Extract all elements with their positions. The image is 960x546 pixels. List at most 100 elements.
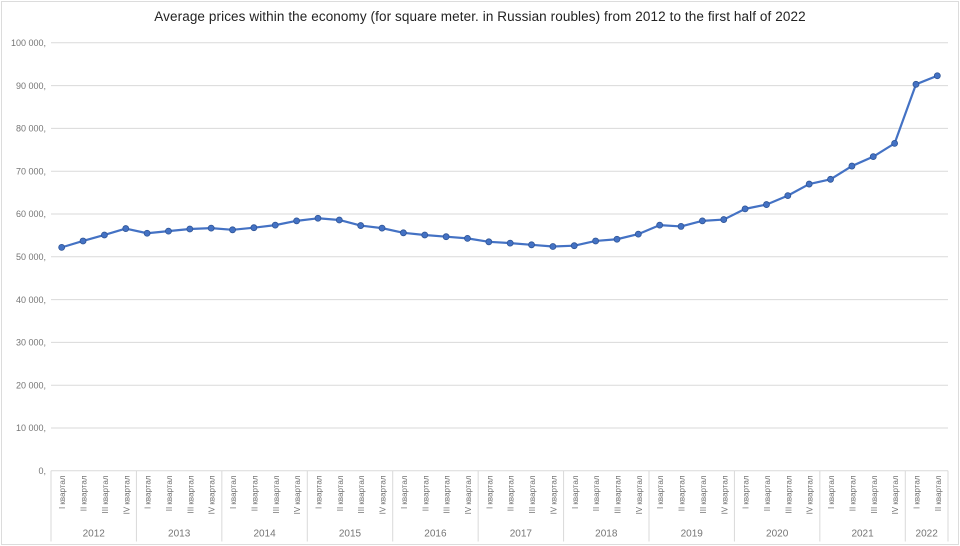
data-point-marker [442, 233, 450, 241]
x-axis-quarter-label: II квартал [507, 475, 516, 511]
x-axis-year-label: 2016 [424, 529, 447, 540]
x-axis-quarter-label: III квартал [443, 475, 452, 513]
x-axis-quarter-label: I квартал [400, 475, 409, 509]
x-axis-quarter-label: IV квартал [293, 475, 302, 514]
x-axis-year-label: 2020 [766, 529, 789, 540]
y-axis-tick-label: 60 000, [16, 209, 46, 219]
data-point-marker [891, 139, 899, 147]
data-point-marker [165, 227, 172, 235]
data-point-marker [848, 162, 856, 170]
x-axis-quarter-label: III квартал [272, 475, 281, 513]
data-point-marker [357, 222, 365, 229]
data-point-marker [314, 214, 322, 222]
x-axis-quarter-label: IV квартал [806, 475, 815, 514]
data-point-marker [656, 221, 664, 229]
data-point-marker [229, 226, 236, 234]
data-point-marker [186, 225, 194, 233]
x-axis-quarter-label: I квартал [827, 475, 836, 509]
data-point-marker [79, 237, 87, 245]
x-axis-quarter-label: II квартал [250, 475, 259, 511]
x-axis-quarter-label: IV квартал [891, 475, 900, 514]
data-point-marker [763, 201, 770, 208]
data-point-marker [271, 221, 279, 229]
x-axis-quarter-label: II квартал [165, 475, 174, 511]
data-point-marker [506, 239, 514, 247]
x-axis-year-label: 2013 [168, 529, 191, 540]
x-axis-year-label: 2017 [510, 529, 533, 540]
data-point-marker [784, 192, 792, 199]
x-axis-quarter-label: III квартал [784, 475, 793, 513]
x-axis-year-label: 2014 [253, 529, 276, 540]
data-point-marker [634, 230, 642, 238]
x-axis-quarter-label: I квартал [58, 475, 67, 509]
x-axis-quarter-label: II квартал [678, 475, 687, 511]
y-axis-tick-label: 20 000, [16, 380, 46, 390]
data-point-marker [698, 217, 706, 225]
x-axis-quarter-label: III квартал [528, 475, 537, 513]
data-point-marker [592, 237, 600, 245]
x-axis-year-label: 2018 [595, 529, 618, 540]
data-point-marker [677, 223, 685, 230]
x-axis-quarter-label: III квартал [186, 475, 195, 513]
data-point-marker [421, 231, 429, 239]
x-axis-quarter-label: II квартал [80, 475, 89, 511]
y-axis-tick-label: 100 000, [11, 38, 46, 48]
data-point-marker [912, 80, 920, 88]
data-point-marker [613, 235, 621, 243]
chart-title: Average prices within the economy (for s… [154, 9, 806, 24]
y-axis-tick-label: 0, [38, 466, 46, 476]
x-axis-quarter-label: I квартал [144, 475, 153, 509]
data-point-marker [250, 224, 258, 232]
data-point-marker [143, 229, 151, 237]
x-axis-quarter-label: I квартал [571, 475, 580, 509]
x-axis-quarter-label: II квартал [336, 475, 345, 511]
x-axis-quarter-label: III квартал [101, 475, 110, 513]
y-axis-tick-label: 50 000, [16, 252, 46, 262]
x-axis-quarter-label: IV квартал [549, 475, 558, 514]
data-point-marker [869, 153, 877, 161]
x-axis-quarter-label: III квартал [357, 475, 366, 513]
x-axis-quarter-label: IV квартал [122, 475, 131, 514]
x-axis-year-label: 2021 [851, 529, 874, 540]
data-point-marker [528, 241, 535, 249]
x-axis-quarter-label: I квартал [485, 475, 494, 509]
x-axis-quarter-label: IV квартал [635, 475, 644, 514]
x-axis-quarter-label: I квартал [742, 475, 751, 509]
y-axis-tick-label: 30 000, [16, 338, 46, 348]
data-point-marker [378, 224, 386, 232]
x-axis-year-label: 2015 [339, 529, 362, 540]
data-point-marker [293, 217, 301, 225]
data-point-marker [335, 216, 343, 224]
data-point-marker [933, 72, 941, 80]
x-axis-quarter-label: II квартал [421, 475, 430, 511]
x-axis-quarter-label: I квартал [314, 475, 323, 509]
x-axis-year-label: 2019 [681, 529, 704, 540]
data-point-marker [549, 243, 557, 250]
x-axis-quarter-label: I квартал [656, 475, 665, 509]
data-point-marker [805, 180, 813, 188]
y-axis-tick-label: 10 000, [16, 423, 46, 433]
x-axis-quarter-label: II квартал [934, 475, 943, 511]
x-axis-quarter-label: I квартал [912, 475, 921, 509]
data-point-marker [207, 224, 215, 232]
data-point-marker [741, 205, 749, 213]
y-axis-tick-label: 80 000, [16, 124, 46, 134]
data-point-marker [485, 238, 493, 246]
data-point-marker [570, 242, 578, 250]
x-axis-quarter-label: IV квартал [379, 475, 388, 514]
x-axis-quarter-label: I квартал [229, 475, 238, 509]
data-point-marker [399, 229, 407, 237]
x-axis-quarter-label: II квартал [848, 475, 857, 511]
data-point-marker [122, 225, 130, 232]
data-point-marker [827, 175, 834, 183]
x-axis-quarter-label: II квартал [763, 475, 772, 511]
x-axis-quarter-label: III квартал [613, 475, 622, 513]
x-axis-quarter-label: II квартал [592, 475, 601, 511]
data-point-marker [58, 243, 66, 251]
x-axis-quarter-label: IV квартал [208, 475, 217, 514]
y-axis-tick-label: 40 000, [16, 295, 46, 305]
x-axis-quarter-label: IV квартал [464, 475, 473, 514]
price-line-series [60, 74, 939, 249]
x-axis-year-label: 2022 [916, 529, 939, 540]
